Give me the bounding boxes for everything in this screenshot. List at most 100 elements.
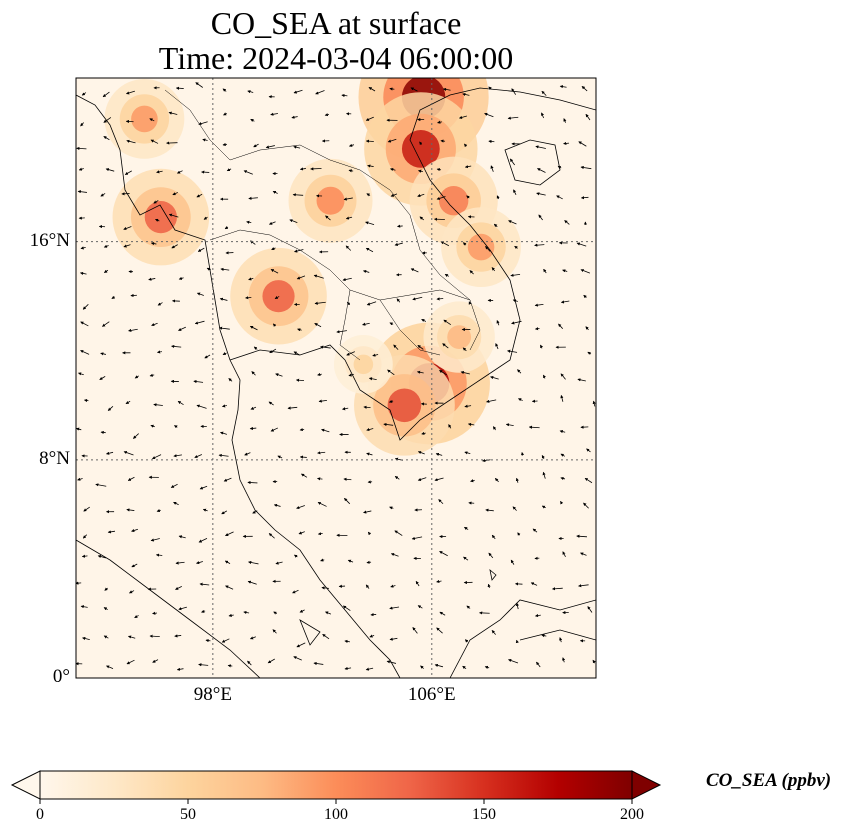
wind-arrow	[434, 663, 444, 668]
wind-arrow	[515, 639, 519, 644]
co-plume	[316, 186, 345, 215]
wind-arrow	[560, 300, 570, 304]
wind-arrow	[394, 530, 403, 536]
wind-arrow	[247, 660, 252, 666]
wind-arrow	[410, 268, 419, 273]
wind-arrow	[387, 138, 397, 143]
wind-arrow	[440, 241, 450, 247]
wind-arrow	[417, 193, 425, 198]
wind-arrow	[496, 320, 500, 326]
wind-arrow	[168, 111, 178, 115]
wind-arrow	[127, 635, 136, 639]
wind-arrow	[434, 477, 444, 482]
wind-arrow	[389, 506, 394, 510]
wind-arrow	[344, 639, 350, 643]
wind-arrow	[176, 170, 183, 174]
wind-arrow	[123, 451, 134, 456]
wind-arrow	[155, 218, 160, 222]
wind-arrow	[268, 221, 276, 225]
wind-arrow	[153, 403, 163, 407]
wind-arrow	[439, 551, 448, 557]
wind-arrow	[415, 580, 420, 587]
wind-arrow	[495, 343, 499, 350]
wind-arrow	[490, 165, 494, 172]
wind-arrow	[412, 627, 418, 634]
wind-arrow	[268, 533, 275, 539]
wind-arrow	[196, 193, 203, 198]
wind-arrow	[134, 614, 139, 619]
wind-arrow	[202, 138, 208, 142]
wind-arrow	[367, 531, 372, 536]
wind-arrow	[107, 530, 116, 534]
wind-arrow	[294, 249, 304, 253]
co-plume	[401, 130, 440, 168]
wind-arrow	[196, 292, 204, 296]
wind-arrow	[463, 556, 469, 561]
wind-arrow	[462, 242, 467, 246]
wind-arrow	[153, 200, 159, 204]
wind-arrow	[228, 613, 234, 617]
wind-arrow	[272, 323, 277, 327]
wind-arrow	[412, 296, 423, 301]
wind-arrow	[563, 141, 570, 146]
wind-arrow	[563, 118, 567, 123]
wind-arrow	[342, 407, 349, 411]
colorbar-tick-label: 0	[36, 806, 44, 823]
wind-arrow	[296, 275, 306, 280]
wind-arrow	[584, 477, 593, 484]
wind-arrow	[315, 90, 325, 95]
wind-arrow	[151, 322, 158, 327]
wind-arrow	[348, 143, 355, 147]
wind-arrow	[218, 326, 230, 330]
wind-arrow	[580, 165, 592, 170]
wind-arrow	[540, 344, 544, 349]
wind-arrow	[485, 508, 494, 512]
wind-arrow	[314, 301, 326, 305]
wind-arrow	[438, 499, 444, 505]
wind-arrow	[585, 326, 589, 331]
wind-arrow	[103, 244, 109, 248]
wind-arrow	[203, 216, 208, 220]
wind-arrow	[514, 245, 518, 250]
wind-arrow	[249, 325, 258, 331]
wind-arrow	[82, 304, 89, 310]
wind-arrow	[174, 634, 182, 638]
wind-arrow	[78, 167, 84, 171]
wind-arrow	[488, 552, 494, 559]
wind-arrow	[510, 273, 521, 277]
colorbar-gradient	[39, 770, 633, 800]
wind-arrow	[299, 609, 305, 613]
wind-arrow	[206, 267, 211, 271]
wind-arrow	[534, 303, 544, 307]
wind-arrow	[102, 321, 110, 327]
wind-arrow	[365, 139, 374, 143]
wind-arrow	[268, 401, 274, 406]
wind-arrow	[466, 605, 471, 609]
wind-arrow	[343, 197, 353, 201]
wind-arrow	[103, 269, 109, 273]
wind-arrow	[536, 192, 546, 196]
co-plume	[131, 105, 158, 133]
wind-arrow	[496, 195, 500, 200]
wind-arrow	[336, 330, 347, 334]
wind-arrow	[325, 215, 331, 221]
wind-arrow	[586, 448, 591, 453]
wind-arrow	[488, 86, 492, 90]
wind-arrow	[103, 635, 109, 639]
wind-arrow	[321, 586, 330, 590]
wind-arrow	[510, 559, 515, 565]
colorbar-under-extension	[10, 770, 41, 800]
wind-arrow	[277, 455, 283, 459]
wind-arrow	[193, 379, 204, 384]
wind-arrow	[126, 139, 136, 144]
wind-arrow	[250, 406, 257, 410]
wind-arrow	[389, 87, 395, 91]
wind-arrow	[420, 665, 424, 669]
wind-arrow	[253, 143, 259, 148]
wind-arrow	[556, 195, 563, 200]
wind-arrow	[464, 639, 469, 643]
wind-arrow	[196, 561, 203, 565]
co-plume	[262, 280, 295, 313]
wind-arrow	[102, 91, 110, 98]
wind-arrow	[587, 351, 592, 355]
